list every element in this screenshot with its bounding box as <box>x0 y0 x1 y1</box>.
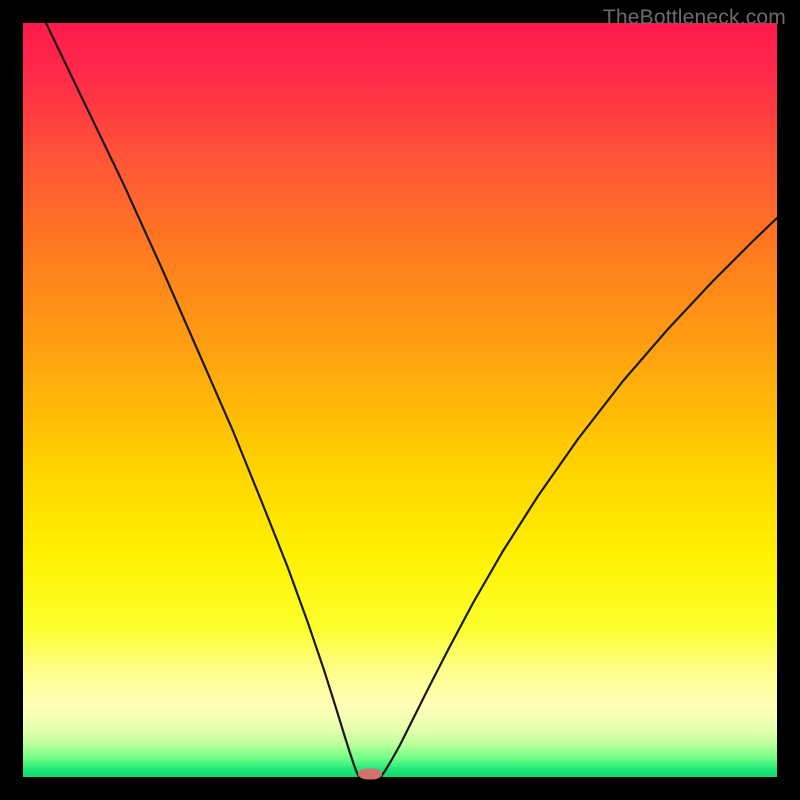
curve-right-branch <box>381 218 777 777</box>
minimum-marker <box>358 769 382 780</box>
plot-area <box>23 23 777 777</box>
watermark-text: TheBottleneck.com <box>603 6 786 30</box>
curve-left-branch <box>46 23 359 777</box>
bottleneck-curve <box>23 23 777 777</box>
